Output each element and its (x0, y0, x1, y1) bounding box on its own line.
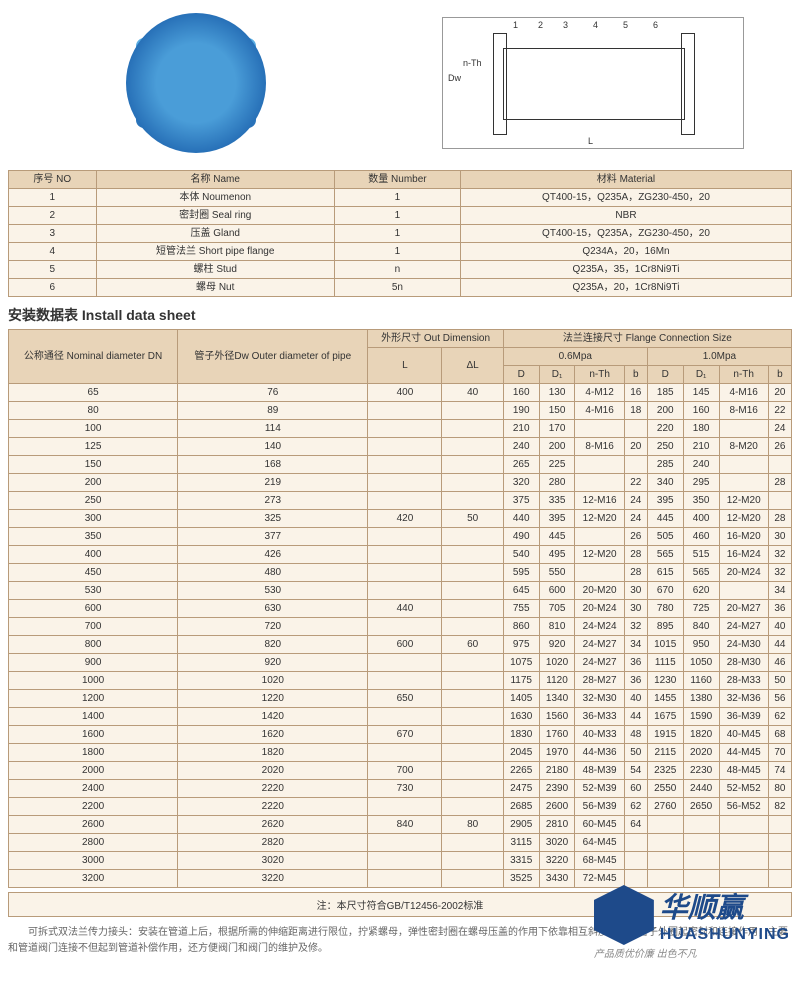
table-row: 150168265225285240 (9, 456, 792, 474)
table-row: 280028203115302064-M45 (9, 834, 792, 852)
table-row: 240022207302475239052-M39602550244052-M5… (9, 780, 792, 798)
hero-images: 1 2 3 4 5 6 L Dw n-Th (0, 0, 800, 166)
install-table: 公称通径 Nominal diameter DN 管子外径Dw Outer di… (8, 329, 792, 888)
table-row: 200020207002265218048-M39542325223048-M4… (9, 762, 792, 780)
table-row: 40042654049512-M202856551516-M2432 (9, 546, 792, 564)
table-row: 26002620840802905281060-M4564 (9, 816, 792, 834)
table-row: 25027337533512-M162439535012-M20 (9, 492, 792, 510)
table-row: 1本体 Noumenon1QT400-15，Q235A，ZG230-450，20 (9, 189, 792, 207)
table-row: 9009201075102024-M27361115105028-M3046 (9, 654, 792, 672)
table-row: 8008206006097592024-M2734101595024-M3044 (9, 636, 792, 654)
table-row: 180018202045197044-M36502115202044-M4570 (9, 744, 792, 762)
table-row: 3压盖 Gland1QT400-15，Q235A，ZG230-450，20 (9, 225, 792, 243)
table-row: 3003254205044039512-M202444540012-M2028 (9, 510, 792, 528)
col-mat: 材料 Material (460, 171, 791, 189)
table-row: 53053064560020-M203067062034 (9, 582, 792, 600)
col-name: 名称 Name (96, 171, 334, 189)
install-title: 安装数据表 Install data sheet (8, 305, 792, 325)
table-row: 220022202685260056-M39622760265056-M5282 (9, 798, 792, 816)
table-row: 3503774904452650546016-M2030 (9, 528, 792, 546)
table-row: 2密封圈 Seal ring1NBR (9, 207, 792, 225)
table-row: 6576400401601304-M12161851454-M1620 (9, 384, 792, 402)
table-row: 160016206701830176040-M33481915182040-M4… (9, 726, 792, 744)
table-row: 100010201175112028-M27361230116028-M3350 (9, 672, 792, 690)
table-row: 10011421017022018024 (9, 420, 792, 438)
table-row: 80891901504-M16182001608-M1622 (9, 402, 792, 420)
engineering-diagram: 1 2 3 4 5 6 L Dw n-Th (442, 17, 744, 149)
col-no: 序号 NO (9, 171, 97, 189)
table-row: 320032203525343072-M45 (9, 870, 792, 888)
table-row: 5螺柱 StudnQ235A，35，1Cr8Ni9Ti (9, 261, 792, 279)
table-row: 300030203315322068-M45 (9, 852, 792, 870)
table-row: 2002193202802234029528 (9, 474, 792, 492)
table-row: 4短管法兰 Short pipe flange1Q234A，20，16Mn (9, 243, 792, 261)
table-row: 140014201630156036-M33441675159036-M3962 (9, 708, 792, 726)
table-row: 70072086081024-M243289584024-M2740 (9, 618, 792, 636)
footer-description: 可拆式双法兰传力接头：安装在管道上后，根据所需的伸缩距离进行限位，拧紧螺母，弹性… (0, 917, 800, 965)
parts-table: 序号 NO 名称 Name 数量 Number 材料 Material 1本体 … (8, 170, 792, 297)
table-note: 注：本尺寸符合GB/T12456-2002标准 (8, 892, 792, 917)
table-row: 120012206501405134032-M30401455138032-M3… (9, 690, 792, 708)
product-photo (56, 13, 336, 153)
table-row: 1251402402008-M16202502108-M2026 (9, 438, 792, 456)
table-row: 60063044075570520-M243078072520-M2736 (9, 600, 792, 618)
col-qty: 数量 Number (334, 171, 460, 189)
table-row: 6螺母 Nut5nQ235A，20，1Cr8Ni9Ti (9, 279, 792, 297)
table-row: 4504805955502861556520-M2432 (9, 564, 792, 582)
